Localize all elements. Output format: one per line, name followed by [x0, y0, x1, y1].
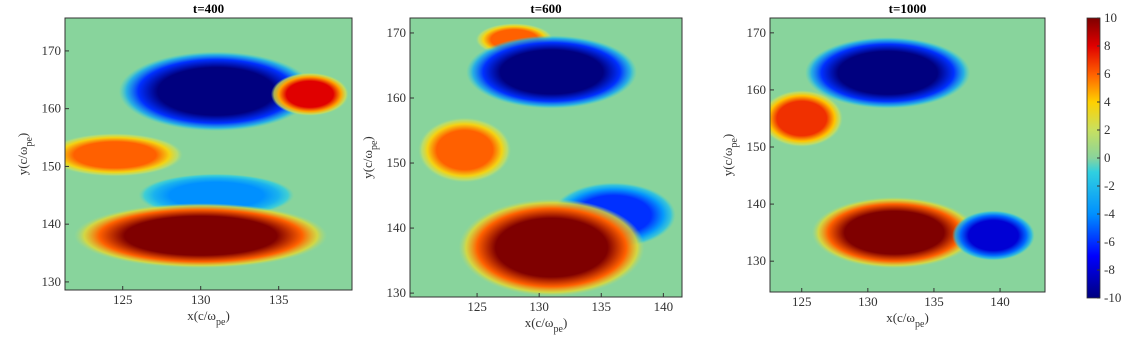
y-tick-label: 150 — [387, 155, 407, 170]
y-axis-label-part: ) — [720, 134, 735, 138]
y-tick-label: 170 — [42, 43, 62, 58]
blob — [952, 210, 1035, 261]
blob — [73, 203, 328, 269]
plot-frame — [769, 17, 1046, 293]
panel-title: t=600 — [530, 1, 561, 16]
colorbar-tick-label: 2 — [1104, 122, 1111, 137]
y-tick-label: 150 — [42, 158, 62, 173]
x-tick-label: 140 — [990, 294, 1010, 309]
y-tick-label: 130 — [42, 274, 62, 289]
x-axis-label-part: ) — [563, 315, 567, 330]
y-tick-label: 130 — [747, 253, 767, 268]
x-axis-label-part: pe — [216, 317, 226, 328]
plot-frame — [64, 17, 353, 291]
x-tick-label: 130 — [858, 294, 878, 309]
y-tick-label: 150 — [747, 139, 767, 154]
colorbar-tick-label: 4 — [1104, 94, 1111, 109]
x-axis-label: x(c/ωpe) — [525, 315, 568, 335]
y-axis-label-part: pe — [729, 138, 740, 148]
x-axis-label-part: ) — [924, 310, 928, 325]
field — [770, 37, 1035, 269]
x-axis-label-part: pe — [915, 319, 925, 330]
x-tick-label: 135 — [269, 292, 289, 307]
blob — [418, 117, 512, 183]
x-axis-label-part: x(c/ω — [525, 315, 554, 330]
y-axis-label: y(c/ωpe) — [720, 134, 740, 177]
x-tick-label: 125 — [792, 294, 812, 309]
colorbar-tick-label: 6 — [1104, 66, 1111, 81]
blob — [805, 37, 971, 109]
colorbar-tick-label: 10 — [1104, 10, 1117, 25]
y-axis-label-part: ) — [15, 133, 30, 137]
x-tick-label: 130 — [191, 292, 211, 307]
blob — [458, 198, 645, 297]
y-axis-label-part: pe — [24, 137, 35, 147]
y-axis-label: y(c/ωpe) — [360, 136, 380, 179]
y-tick-label: 170 — [747, 25, 767, 40]
plot-frame — [409, 17, 683, 298]
colorbar-tick-label: -6 — [1104, 234, 1115, 249]
x-tick-label: 140 — [654, 299, 674, 314]
y-tick-label: 140 — [42, 216, 62, 231]
y-axis-label-part: y(c/ω — [15, 146, 30, 175]
x-tick-label: 135 — [592, 299, 612, 314]
x-tick-label: 130 — [529, 299, 549, 314]
blob — [466, 35, 637, 109]
x-axis-label-part: ) — [225, 308, 229, 323]
colorbar-tick-label: 0 — [1104, 150, 1111, 165]
blob — [270, 72, 349, 116]
colorbar-tick-label: -10 — [1104, 290, 1121, 305]
colorbar-tick-label: -2 — [1104, 178, 1115, 193]
x-axis-label-part: x(c/ω — [187, 308, 216, 323]
y-axis-label-part: y(c/ω — [360, 150, 375, 179]
y-tick-label: 170 — [387, 25, 407, 40]
x-tick-label: 125 — [467, 299, 487, 314]
y-tick-label: 140 — [387, 220, 407, 235]
blob — [118, 51, 314, 132]
blob — [811, 196, 977, 269]
y-axis-label-part: ) — [360, 136, 375, 140]
panel-title: t=400 — [193, 1, 224, 16]
x-tick-label: 135 — [924, 294, 944, 309]
x-axis-label: x(c/ωpe) — [187, 308, 230, 328]
x-tick-label: 125 — [113, 292, 133, 307]
field — [65, 51, 349, 269]
y-tick-label: 160 — [387, 90, 407, 105]
y-axis-label-part: pe — [369, 140, 380, 150]
y-axis-label-part: y(c/ω — [720, 147, 735, 176]
panel-title: t=1000 — [889, 1, 927, 16]
blob — [65, 133, 184, 177]
x-axis-label-part: pe — [553, 324, 563, 335]
blob — [770, 89, 844, 147]
colorbar-tick-label: 8 — [1104, 38, 1111, 53]
colorbar-tick-label: -8 — [1104, 262, 1115, 277]
field — [418, 23, 676, 297]
y-tick-label: 130 — [387, 285, 407, 300]
y-axis-label: y(c/ωpe) — [15, 133, 35, 176]
x-axis-label-part: x(c/ω — [886, 310, 915, 325]
x-axis-label: x(c/ωpe) — [886, 310, 929, 330]
colorbar-tick-label: -4 — [1104, 206, 1115, 221]
y-tick-label: 160 — [747, 82, 767, 97]
y-tick-label: 160 — [42, 101, 62, 116]
y-tick-label: 140 — [747, 196, 767, 211]
